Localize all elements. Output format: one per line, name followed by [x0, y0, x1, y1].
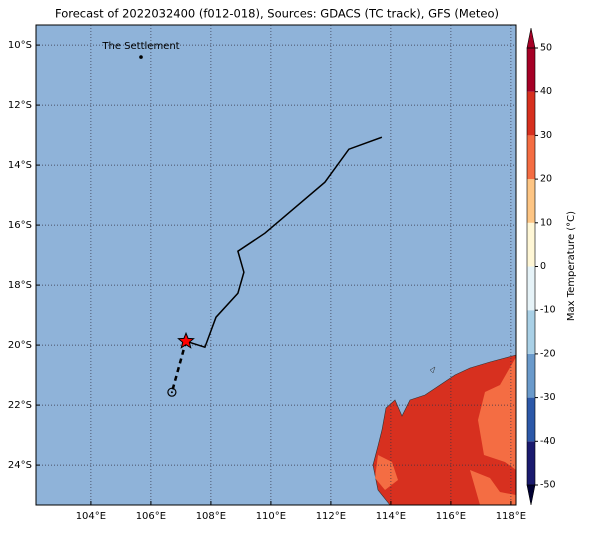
place-label: The Settlement — [101, 41, 179, 52]
colorbar-band — [527, 310, 535, 354]
colorbar-tick-label: 20 — [540, 174, 552, 185]
colorbar-tick-label: -50 — [540, 480, 556, 491]
colorbar-tick-label: -30 — [540, 392, 556, 403]
current-position — [177, 331, 195, 349]
colorbar-extend-top — [526, 27, 536, 49]
y-tick-label: 20°S — [8, 340, 32, 351]
track-line — [185, 136, 383, 349]
colorbar-tick-label: 10 — [540, 217, 552, 228]
x-tick-label: 112°E — [316, 511, 346, 522]
forecast-end-dot — [170, 391, 173, 394]
colorbar-band — [527, 179, 535, 223]
x-tick-label: 116°E — [436, 511, 466, 522]
colorbar-band — [527, 222, 535, 267]
colorbar-tick-label: 40 — [540, 86, 552, 97]
land — [372, 354, 517, 506]
colorbar-band — [527, 266, 535, 311]
y-tick-label: 18°S — [8, 280, 32, 291]
x-tick-label: 106°E — [136, 511, 166, 522]
colorbar-tick-label: -10 — [540, 305, 556, 316]
x-tick-label: 114°E — [376, 511, 406, 522]
y-tick-label: 12°S — [8, 100, 32, 111]
y-tick-label: 24°S — [8, 460, 32, 471]
colorbar-tick-label: 30 — [540, 130, 552, 141]
map-frame — [35, 24, 517, 506]
colorbar-band — [527, 353, 535, 398]
place-marker — [139, 55, 143, 59]
colorbar-extend-bottom — [526, 484, 536, 506]
colorbar-band — [527, 397, 535, 442]
chart-title: Forecast of 2022032400 (f012-018), Sourc… — [55, 7, 499, 21]
x-tick-label: 118°E — [496, 511, 526, 522]
y-tick-label: 16°S — [8, 220, 32, 231]
colorbar-label: Max Temperature (°C) — [566, 211, 577, 321]
colorbar-tick-label: -40 — [540, 436, 556, 447]
colorbar-tick-label: 0 — [540, 261, 546, 272]
colorbar-band — [527, 135, 535, 180]
colorbar-band — [527, 91, 535, 136]
y-tick-label: 14°S — [8, 160, 32, 171]
y-tick-label: 10°S — [8, 40, 32, 51]
x-tick-label: 110°E — [256, 511, 286, 522]
x-tick-label: 108°E — [196, 511, 226, 522]
colorbar-band — [527, 441, 535, 485]
x-tick-label: 104°E — [76, 511, 106, 522]
colorbar-tick-label: -20 — [540, 348, 556, 359]
forecast-end — [167, 387, 177, 397]
colorbar-band — [527, 48, 535, 92]
colorbar-tick-label: 50 — [540, 43, 552, 54]
y-tick-label: 22°S — [8, 400, 32, 411]
